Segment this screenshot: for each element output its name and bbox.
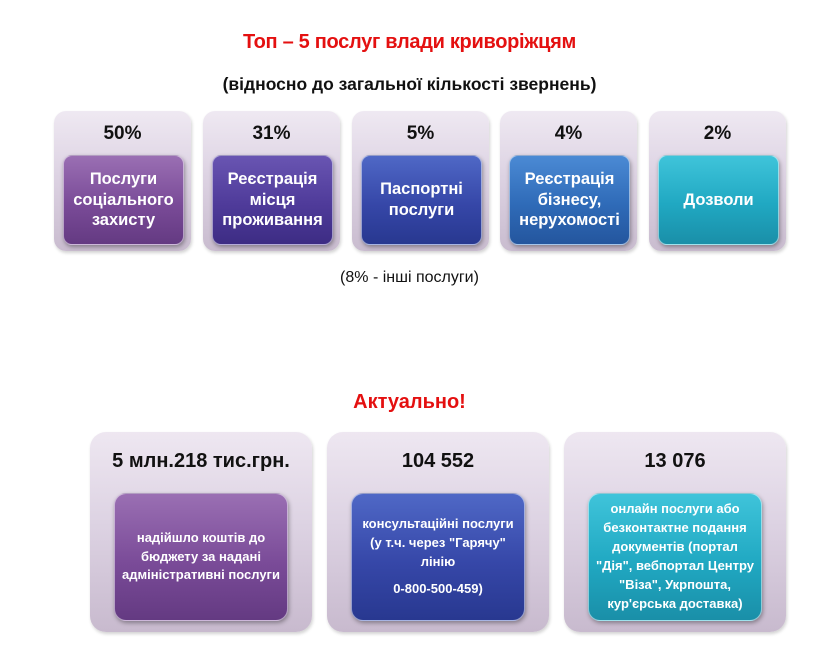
service-card-business: 4% Реєстрація бізнесу, нерухомості: [500, 111, 637, 251]
stat-text: надійшло коштів до бюджету за надані адм…: [122, 529, 280, 583]
service-label: Дозволи: [658, 155, 779, 245]
stat-value: 104 552: [401, 450, 475, 472]
stat-description: онлайн послуги або безконтактне подання …: [588, 493, 762, 621]
stat-card-online: 13 076 онлайн послуги або безконтактне п…: [564, 432, 786, 632]
service-label: Паспортні послуги: [361, 155, 482, 245]
page-title: Топ – 5 послуг влади криворіжцям: [242, 31, 577, 53]
service-percent: 4%: [554, 123, 583, 144]
stat-description: надійшло коштів до бюджету за надані адм…: [114, 493, 288, 621]
stat-text: консультаційні послуги (у т.ч. через "Га…: [362, 516, 514, 569]
service-percent: 5%: [406, 123, 435, 144]
stat-text: онлайн послуги або безконтактне подання …: [595, 501, 755, 611]
stat-description: консультаційні послуги (у т.ч. через "Га…: [351, 493, 525, 621]
service-percent: 2%: [703, 123, 732, 144]
service-label: Реєстрація бізнесу, нерухомості: [509, 155, 630, 245]
hotline-number: 0-800-500-459): [393, 580, 483, 596]
other-services-note: (8% - інші послуги): [340, 269, 479, 286]
service-card-permits: 2% Дозволи: [649, 111, 786, 251]
service-label: Послуги соціального захисту: [63, 155, 184, 245]
service-card-social: 50% Послуги соціального захисту: [54, 111, 191, 251]
service-label: Реєстрація місця проживання: [212, 155, 333, 245]
service-card-passport: 5% Паспортні послуги: [352, 111, 489, 251]
service-percent: 31%: [252, 123, 291, 144]
service-percent: 50%: [103, 123, 142, 144]
service-card-registration: 31% Реєстрація місця проживання: [203, 111, 340, 251]
page-subtitle: (відносно до загальної кількості звернен…: [222, 74, 597, 94]
stat-card-consultations: 104 552 консультаційні послуги (у т.ч. ч…: [327, 432, 549, 632]
actual-heading: Актуально!: [353, 391, 466, 413]
stat-value: 13 076: [644, 450, 706, 472]
stat-value: 5 млн.218 тис.грн.: [112, 450, 290, 472]
stat-card-budget: 5 млн.218 тис.грн. надійшло коштів до бю…: [90, 432, 312, 632]
